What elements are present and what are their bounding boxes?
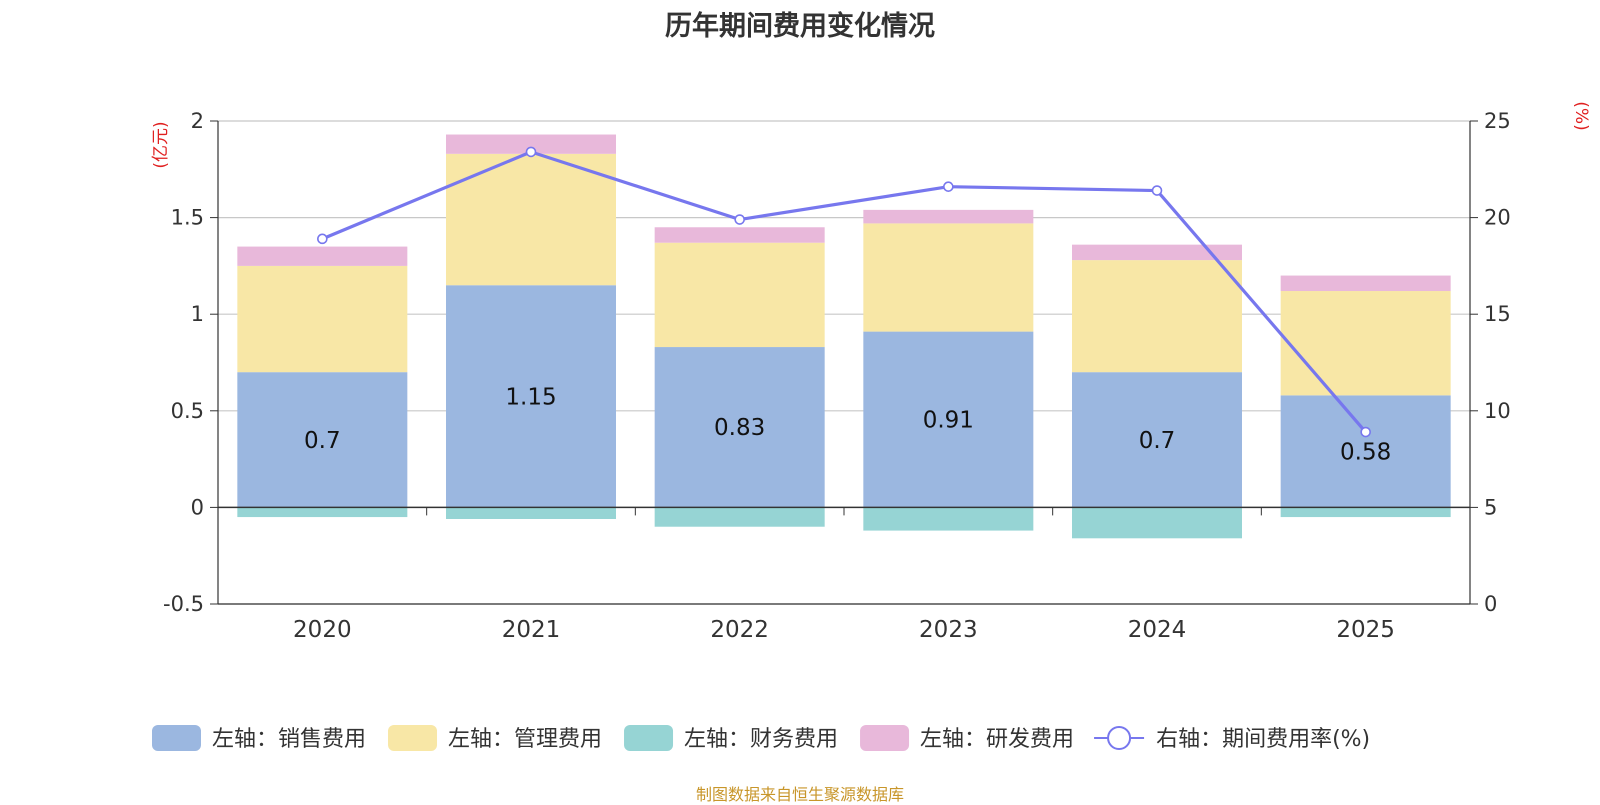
bar-segment bbox=[446, 507, 616, 519]
legend: 左轴：销售费用 左轴：管理费用 左轴：财务费用 左轴：研发费用 右轴：期间费用率(%) bbox=[152, 725, 1370, 752]
bar-segment bbox=[1072, 507, 1242, 539]
x-tick-label: 2020 bbox=[293, 617, 352, 643]
legend-swatch bbox=[860, 725, 910, 751]
bar-segment bbox=[237, 507, 408, 518]
legend-swatch bbox=[152, 725, 201, 751]
bar-data-label: 0.58 bbox=[1340, 439, 1391, 465]
right-tick-label: 10 bbox=[1484, 399, 1511, 423]
right-tick-label: 15 bbox=[1484, 302, 1511, 326]
bar-segment bbox=[446, 153, 616, 286]
x-tick-label: 2021 bbox=[502, 617, 561, 643]
rate-point bbox=[525, 146, 537, 158]
bar-segment bbox=[863, 209, 1034, 224]
bar-data-label: 0.7 bbox=[1139, 428, 1176, 454]
bar-segment bbox=[654, 227, 825, 243]
legend-label: 右轴：期间费用率(%) bbox=[1156, 727, 1370, 752]
rate-point bbox=[317, 233, 328, 245]
right-tick-label: 5 bbox=[1484, 495, 1497, 519]
bar-segment bbox=[1072, 244, 1242, 261]
left-tick-label: -0.5 bbox=[163, 592, 204, 616]
rate-line-series bbox=[317, 146, 1371, 438]
bar-segment bbox=[237, 372, 408, 508]
bar-segment bbox=[446, 134, 616, 154]
bar-segment bbox=[1280, 275, 1451, 292]
legend-label: 左轴：财务费用 bbox=[684, 727, 838, 752]
bar-segment bbox=[1280, 395, 1451, 508]
right-tick-label: 0 bbox=[1484, 592, 1497, 616]
bar-segment bbox=[863, 507, 1034, 531]
bar-segment bbox=[1072, 372, 1242, 508]
rate-point bbox=[1151, 185, 1163, 196]
left-tick-label: 1 bbox=[191, 302, 204, 326]
chart-title: 历年期间费用变化情况 bbox=[665, 11, 935, 42]
left-tick-label: 0 bbox=[191, 495, 204, 519]
bar-segment bbox=[1280, 507, 1451, 518]
grid-lines bbox=[218, 120, 1470, 605]
bar-segment bbox=[654, 242, 825, 348]
bar-data-label: 0.7 bbox=[304, 428, 341, 454]
right-tick-label: 20 bbox=[1484, 206, 1511, 230]
bar-segment bbox=[237, 246, 408, 266]
bar-data-label: 0.91 bbox=[923, 407, 974, 433]
bar-segment bbox=[863, 223, 1034, 332]
left-tick-label: 0.5 bbox=[171, 399, 204, 423]
bar-series bbox=[237, 134, 1451, 539]
x-tick-label: 2022 bbox=[710, 617, 769, 643]
rate-point bbox=[943, 181, 954, 192]
bar-data-label: 1.15 bbox=[505, 384, 556, 410]
bar-segment bbox=[863, 331, 1034, 508]
right-axis-unit: (%) bbox=[1571, 101, 1591, 130]
left-tick-label: 1.5 bbox=[171, 206, 204, 230]
legend-swatch bbox=[388, 725, 438, 751]
legend-label: 左轴：管理费用 bbox=[448, 727, 602, 752]
bar-segment bbox=[654, 347, 825, 508]
legend-swatch bbox=[624, 725, 674, 751]
bar-segment bbox=[1280, 291, 1451, 396]
right-tick-label: 25 bbox=[1484, 109, 1511, 133]
rate-point bbox=[734, 214, 745, 225]
data-labels: 0.7 1.15 0.83 0.91 0.7 0.58 bbox=[304, 384, 1391, 465]
legend-label: 左轴：研发费用 bbox=[920, 727, 1074, 752]
left-tick-label: 2 bbox=[191, 109, 204, 133]
bar-data-label: 0.83 bbox=[714, 415, 765, 441]
x-tick-label: 2025 bbox=[1336, 617, 1395, 643]
rate-line bbox=[321, 150, 1367, 434]
rate-point bbox=[1360, 426, 1371, 438]
bar-segment bbox=[446, 285, 616, 508]
x-tick-label: 2024 bbox=[1128, 617, 1187, 643]
source-note: 制图数据来自恒生聚源数据库 bbox=[695, 785, 904, 804]
bar-segment bbox=[237, 265, 408, 373]
x-tick-label: 2023 bbox=[919, 617, 978, 643]
left-axis-unit: (亿元) bbox=[151, 121, 171, 168]
bar-segment bbox=[654, 507, 825, 527]
axes: 2 1.5 1 0.5 0 -0.5 25 20 15 10 5 0 2020 2021 2022 2023 2… bbox=[151, 101, 1591, 643]
legend-label: 左轴：销售费用 bbox=[212, 727, 366, 752]
legend-marker bbox=[1107, 726, 1132, 750]
bar-segment bbox=[1072, 260, 1242, 373]
